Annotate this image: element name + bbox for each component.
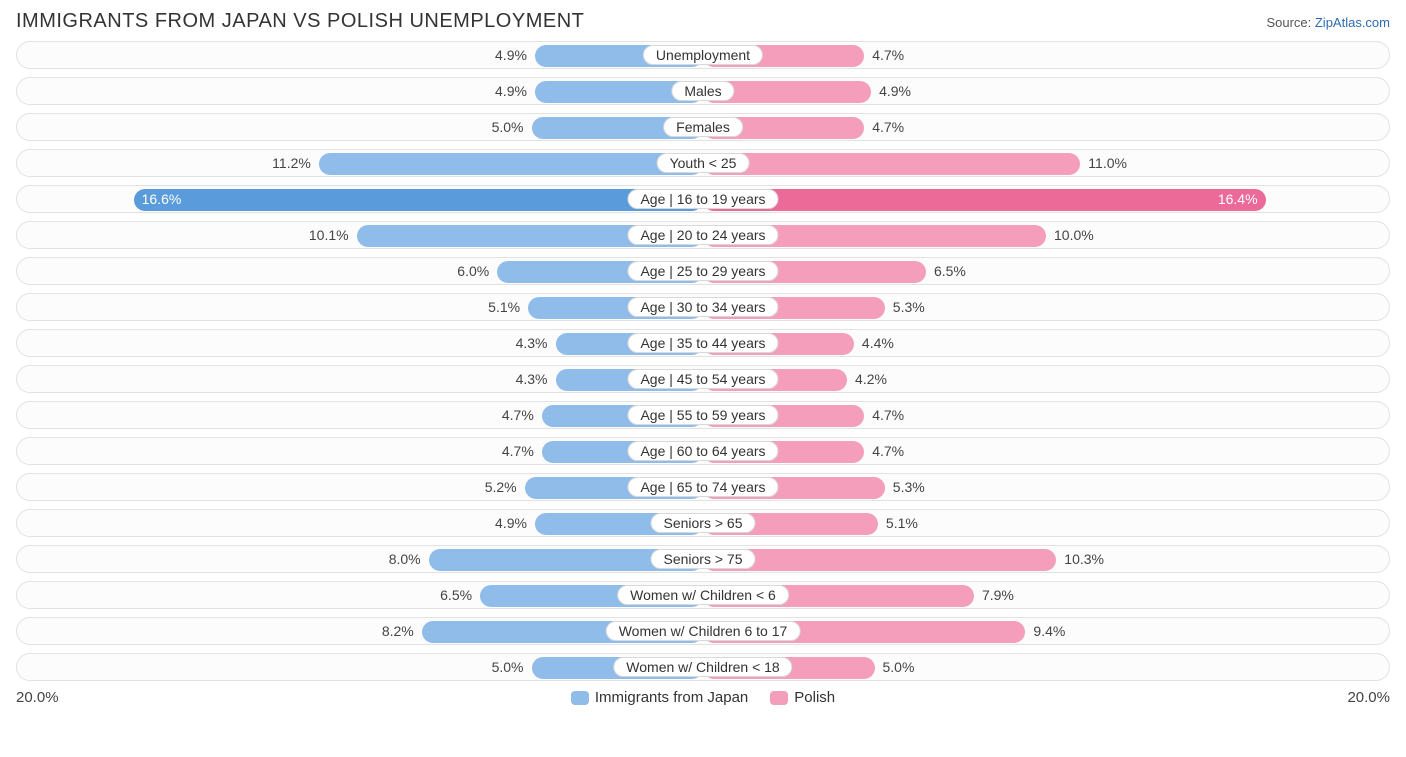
category-pill: Seniors > 65 [651,513,756,533]
category-pill: Age | 35 to 44 years [627,333,778,353]
value-label-series-b: 4.7% [872,119,904,135]
value-label-series-b: 10.0% [1054,227,1094,243]
value-label-series-b: 4.9% [879,83,911,99]
source-attribution: Source: ZipAtlas.com [1266,15,1390,30]
chart-title: IMMIGRANTS FROM JAPAN VS POLISH UNEMPLOY… [16,10,584,33]
chart-row: 5.0% 4.7% Females [16,113,1390,141]
value-label-series-b: 10.3% [1064,551,1104,567]
chart-body: 4.9% 4.7% Unemployment 4.9% 4.9% Males 5.0% 4.7… [16,41,1390,681]
value-label-series-b: 11.0% [1088,155,1127,171]
category-pill: Males [671,81,734,101]
source-link[interactable]: ZipAtlas.com [1315,15,1390,30]
category-pill: Age | 30 to 34 years [627,297,778,317]
value-label-series-a: 5.1% [488,299,520,315]
legend-label-series-b: Polish [794,689,835,706]
value-label-series-a: 16.6% [142,191,182,207]
value-label-series-b: 16.4% [1218,191,1258,207]
value-label-series-b: 4.4% [862,335,894,351]
value-label-series-a: 4.9% [495,515,527,531]
legend-item-series-a: Immigrants from Japan [571,689,748,706]
bar-series-b [703,189,1266,211]
chart-row: 11.2% 11.0% Youth < 25 [16,149,1390,177]
value-label-series-a: 4.9% [495,47,527,63]
category-pill: Age | 16 to 19 years [627,189,778,209]
legend-item-series-b: Polish [770,689,835,706]
axis-max-right: 20.0% [1347,689,1390,706]
value-label-series-a: 4.3% [516,335,548,351]
chart-row: 10.1% 10.0% Age | 20 to 24 years [16,221,1390,249]
category-pill: Seniors > 75 [651,549,756,569]
chart-row: 4.7% 4.7% Age | 55 to 59 years [16,401,1390,429]
value-label-series-b: 4.7% [872,443,904,459]
swatch-series-a [571,691,589,705]
chart-row: 8.0% 10.3% Seniors > 75 [16,545,1390,573]
value-label-series-b: 7.9% [982,587,1014,603]
category-pill: Youth < 25 [657,153,750,173]
bar-series-a [319,153,703,175]
value-label-series-a: 10.1% [309,227,349,243]
source-prefix: Source: [1266,15,1314,30]
value-label-series-a: 5.2% [485,479,517,495]
chart-row: 6.0% 6.5% Age | 25 to 29 years [16,257,1390,285]
chart-row: 4.3% 4.2% Age | 45 to 54 years [16,365,1390,393]
chart-row: 4.9% 5.1% Seniors > 65 [16,509,1390,537]
category-pill: Age | 55 to 59 years [627,405,778,425]
bar-series-b [703,153,1080,175]
chart-row: 6.5% 7.9% Women w/ Children < 6 [16,581,1390,609]
category-pill: Women w/ Children 6 to 17 [606,621,801,641]
value-label-series-a: 8.0% [389,551,421,567]
category-pill: Females [663,117,743,137]
chart-row: 4.3% 4.4% Age | 35 to 44 years [16,329,1390,357]
value-label-series-a: 4.7% [502,407,534,423]
value-label-series-a: 5.0% [492,119,524,135]
value-label-series-b: 9.4% [1033,623,1065,639]
bar-series-a [134,189,703,211]
value-label-series-a: 6.5% [440,587,472,603]
axis-row: 20.0% Immigrants from Japan Polish 20.0% [16,689,1390,706]
chart-row: 5.0% 5.0% Women w/ Children < 18 [16,653,1390,681]
legend-label-series-a: Immigrants from Japan [595,689,748,706]
chart-row: 8.2% 9.4% Women w/ Children 6 to 17 [16,617,1390,645]
axis-max-left: 20.0% [16,689,59,706]
swatch-series-b [770,691,788,705]
category-pill: Age | 65 to 74 years [627,477,778,497]
bar-series-b [703,549,1056,571]
chart-row: 5.2% 5.3% Age | 65 to 74 years [16,473,1390,501]
value-label-series-b: 6.5% [934,263,966,279]
chart-row: 4.9% 4.7% Unemployment [16,41,1390,69]
value-label-series-a: 11.2% [272,155,311,171]
value-label-series-b: 4.7% [872,407,904,423]
chart-row: 4.7% 4.7% Age | 60 to 64 years [16,437,1390,465]
value-label-series-a: 4.7% [502,443,534,459]
category-pill: Age | 20 to 24 years [627,225,778,245]
value-label-series-b: 5.3% [893,299,925,315]
value-label-series-a: 4.9% [495,83,527,99]
value-label-series-a: 8.2% [382,623,414,639]
chart-row: 4.9% 4.9% Males [16,77,1390,105]
chart-row: 5.1% 5.3% Age | 30 to 34 years [16,293,1390,321]
value-label-series-b: 4.2% [855,371,887,387]
value-label-series-b: 5.1% [886,515,918,531]
category-pill: Women w/ Children < 18 [613,657,792,677]
value-label-series-b: 5.0% [883,659,915,675]
value-label-series-b: 5.3% [893,479,925,495]
value-label-series-b: 4.7% [872,47,904,63]
category-pill: Age | 60 to 64 years [627,441,778,461]
category-pill: Unemployment [643,45,763,65]
legend: Immigrants from Japan Polish [571,689,835,706]
category-pill: Women w/ Children < 6 [617,585,789,605]
value-label-series-a: 4.3% [516,371,548,387]
value-label-series-a: 6.0% [457,263,489,279]
chart-row: 16.6% 16.4% Age | 16 to 19 years [16,185,1390,213]
value-label-series-a: 5.0% [492,659,524,675]
category-pill: Age | 45 to 54 years [627,369,778,389]
category-pill: Age | 25 to 29 years [627,261,778,281]
